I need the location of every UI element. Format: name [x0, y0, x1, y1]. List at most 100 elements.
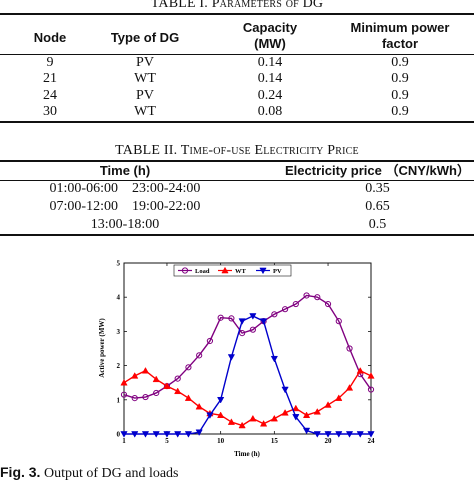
- legend-entry: PV: [256, 267, 282, 275]
- series-point: [367, 431, 375, 438]
- series-point: [238, 421, 246, 429]
- series-point: [131, 431, 139, 438]
- series-point: [238, 318, 246, 325]
- x-tick-label: 24: [368, 437, 376, 445]
- series-point: [174, 375, 181, 382]
- x-tick-label: 10: [217, 437, 225, 445]
- series-point: [131, 394, 138, 402]
- series-point: [302, 411, 311, 418]
- series-pv: [120, 313, 375, 438]
- series-point: [120, 431, 128, 438]
- y-tick-label: 1: [117, 396, 121, 404]
- plot-frame: [123, 262, 372, 435]
- legend-label: Load: [195, 268, 210, 275]
- series-line: [123, 369, 372, 427]
- table1-header-min-power-factor-2: factor: [381, 36, 419, 51]
- series-point: [152, 375, 160, 383]
- table2-title: TABLE II. Time-of-use Electricity Price: [115, 143, 359, 158]
- y-tick-label: 0: [117, 431, 121, 439]
- series-point: [292, 404, 300, 412]
- series-point: [120, 391, 128, 398]
- series-wt: [120, 367, 375, 429]
- series-point: [346, 345, 353, 352]
- table2-cell-time: 01:00-06:00 23:00-24:00: [49, 181, 201, 196]
- figure-caption-text: Output of DG and loads: [40, 466, 179, 481]
- series-point: [335, 431, 343, 438]
- legend-label: WT: [235, 268, 247, 275]
- series-point: [217, 411, 225, 418]
- x-axis-label: Time (h): [234, 450, 260, 458]
- series-point: [131, 372, 139, 379]
- table1-cell-type: PV: [136, 55, 154, 70]
- legend-entry: Load: [178, 267, 210, 275]
- series-point: [335, 318, 342, 325]
- table2-header-rule: [0, 180, 474, 181]
- y-tick-label: 4: [117, 294, 121, 302]
- series-point: [281, 306, 289, 313]
- series-point: [324, 401, 332, 408]
- legend-marker: [259, 267, 267, 275]
- table1-cell-mpf: 0.9: [391, 104, 409, 119]
- table2-bottom-rule: [0, 234, 474, 236]
- series-point: [163, 431, 171, 438]
- series-point: [195, 429, 203, 437]
- legend-marker: [221, 266, 229, 274]
- series-point: [217, 314, 224, 321]
- y-tick-label: 5: [117, 260, 121, 268]
- table1-title: TABLE I. Parameters of DG: [150, 0, 324, 11]
- table1-cell-capacity: 0.08: [257, 104, 283, 119]
- series-point: [367, 372, 375, 379]
- table1-cell-node: 24: [43, 88, 57, 103]
- series-point: [120, 378, 128, 386]
- legend-entry: WT: [218, 266, 247, 275]
- series-point: [163, 382, 171, 389]
- series-point: [185, 364, 192, 371]
- legend-box: [173, 264, 292, 277]
- series-point: [195, 402, 203, 410]
- table1-header-min-power-factor: Minimum power: [350, 20, 450, 35]
- figure-label: Fig. 3.: [0, 464, 41, 480]
- series-point: [228, 315, 235, 322]
- series-point: [271, 311, 278, 318]
- series-point: [367, 386, 375, 393]
- series-point: [324, 431, 332, 438]
- table1-top-rule: [0, 13, 474, 15]
- table1-header-type: Type of DG: [110, 30, 180, 45]
- series-point: [303, 292, 310, 299]
- table1-cell-capacity: 0.24: [257, 88, 283, 103]
- series-point: [217, 396, 225, 404]
- series-point: [270, 414, 278, 422]
- table1-cell-node: 21: [43, 71, 57, 86]
- series-point: [281, 386, 289, 394]
- series-point: [196, 352, 203, 359]
- series-point: [174, 431, 182, 438]
- table1-cell-type: WT: [134, 71, 156, 86]
- series-point: [141, 367, 150, 374]
- series-point: [314, 294, 321, 301]
- series-point: [292, 414, 300, 421]
- table1-header-rule: [0, 54, 474, 55]
- table1-cell-type: WT: [134, 104, 156, 119]
- table1-cell-node: 9: [46, 55, 54, 70]
- table1-cell-mpf: 0.9: [391, 71, 409, 86]
- series-point: [227, 418, 236, 425]
- table1-header-node: Node: [33, 30, 67, 45]
- table1-cell-mpf: 0.9: [391, 88, 409, 103]
- series-point: [324, 300, 332, 308]
- table2-cell-time: 07:00-12:00 19:00-22:00: [49, 199, 201, 214]
- series-point: [313, 431, 321, 438]
- y-axis-label: Active power (MW): [98, 318, 106, 378]
- series-point: [227, 354, 236, 361]
- table1-cell-mpf: 0.9: [391, 55, 409, 70]
- figure-caption: Fig. 3. Output of DG and loads: [0, 465, 179, 481]
- series-point: [152, 431, 160, 438]
- series-point: [313, 408, 321, 415]
- series-point: [174, 387, 182, 395]
- table2-cell-price: 0.5: [368, 217, 387, 232]
- series-line: [124, 315, 371, 435]
- table1-header-capacity: Capacity: [242, 20, 298, 35]
- series-point: [335, 394, 343, 401]
- table2-top-rule: [0, 160, 474, 162]
- series-point: [239, 330, 246, 337]
